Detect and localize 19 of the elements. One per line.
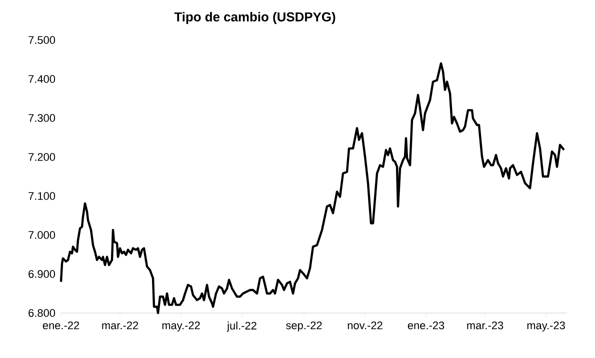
line-series — [60, 62, 566, 314]
y-tick-label: 6.800 — [28, 309, 56, 317]
x-tick-label: mar.-22 — [102, 322, 138, 330]
y-tick-label: 7.500 — [28, 36, 56, 44]
chart-title: Tipo de cambio (USDPYG) — [174, 12, 336, 24]
y-tick-label: 6.900 — [28, 270, 56, 278]
y-tick-label: 7.100 — [28, 192, 56, 200]
y-tick-label: 7.200 — [28, 153, 56, 161]
x-tick-label: ene.-22 — [42, 322, 80, 330]
x-tick-label: sep.-22 — [286, 322, 322, 332]
x-tick-label: ene.-23 — [408, 322, 444, 330]
y-tick-label: 7.300 — [28, 114, 56, 122]
x-tick-label: may.-23 — [527, 322, 565, 332]
y-tick-label: 7.400 — [28, 75, 56, 83]
x-tick-label: may.-22 — [162, 322, 200, 332]
x-tick-label: jul.-22 — [226, 322, 256, 332]
y-tick-label: 7.000 — [28, 231, 56, 239]
x-tick-label: mar.-23 — [467, 322, 504, 330]
x-tick-label: nov.-22 — [348, 322, 382, 330]
